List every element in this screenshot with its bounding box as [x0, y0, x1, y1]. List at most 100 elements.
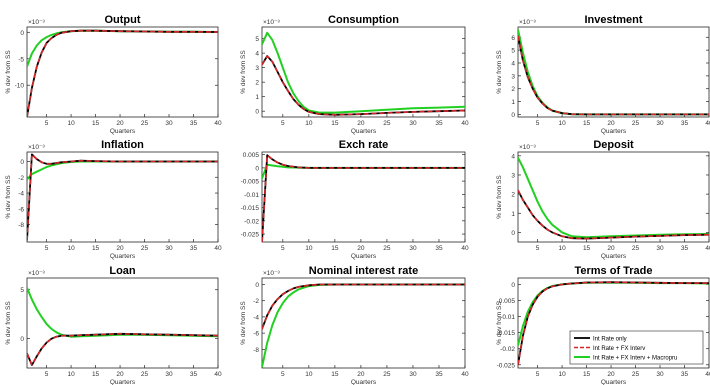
x-tick-label: 35 — [190, 245, 198, 252]
x-tick-label: 25 — [632, 371, 640, 378]
x-tick-label: 35 — [435, 371, 443, 378]
y-tick-label: -0.02 — [244, 218, 259, 225]
y-tick-label: -4 — [253, 314, 259, 321]
x-tick-label: 10 — [558, 120, 566, 127]
legend-label: Int Rate + FX Interv — [593, 346, 645, 352]
y-axis-label: % dev from SS — [496, 50, 503, 94]
x-tick-label: 20 — [116, 371, 124, 378]
chart-title: Loan — [109, 265, 136, 277]
plot-frame — [262, 152, 465, 242]
legend: Int Rate only Int Rate + FX Interv Int Rat… — [570, 331, 703, 364]
x-tick-label: 35 — [681, 245, 689, 252]
x-tick-label: 30 — [656, 120, 664, 127]
x-tick-label: 40 — [705, 120, 710, 127]
plot-frame — [27, 152, 218, 242]
x-tick-label: 25 — [383, 120, 391, 127]
x-tick-label: 10 — [67, 245, 75, 252]
subplot-deposit: Deposit×10⁻³43210510152025303540Quarters… — [496, 139, 710, 260]
y-tick-label: -0.01 — [244, 192, 259, 199]
y-tick-label: -0.015 — [241, 205, 260, 212]
y-tick-label: 0 — [255, 282, 259, 289]
plot-frame — [27, 278, 218, 368]
x-tick-label: 25 — [632, 120, 640, 127]
y-tick-label: 0 — [20, 159, 24, 166]
y-tick-label: -8 — [253, 347, 259, 354]
y-tick-label: 4 — [511, 61, 515, 68]
x-axis-label: Quarters — [351, 128, 377, 135]
x-tick-label: 35 — [681, 120, 689, 127]
x-tick-label: 5 — [281, 245, 285, 252]
axis-exponent: ×10⁻³ — [519, 144, 536, 151]
y-tick-label: 5 — [20, 287, 24, 294]
y-axis-label: % dev from SS — [240, 301, 247, 345]
y-tick-label: 0.005 — [243, 152, 260, 159]
x-tick-label: 15 — [331, 371, 339, 378]
y-tick-label: 0 — [511, 230, 515, 237]
x-tick-label: 5 — [281, 120, 285, 127]
x-tick-label: 20 — [607, 371, 615, 378]
y-tick-label: -10 — [15, 83, 25, 90]
x-tick-label: 5 — [281, 371, 285, 378]
subplot-inflation: Inflation ×10⁻³ 0 -2 -4 -6 -8 5 10 15 20 25 30 35 40 Qu… — [5, 139, 222, 260]
x-tick-label: 15 — [583, 371, 591, 378]
x-tick-label: 35 — [190, 371, 198, 378]
axis-exponent: ×10⁻³ — [263, 19, 280, 26]
x-tick-label: 40 — [461, 371, 469, 378]
y-tick-label: -4 — [18, 191, 24, 198]
chart-title: Consumption — [328, 14, 399, 26]
x-tick-label: 40 — [214, 371, 222, 378]
y-tick-label: 0 — [255, 109, 259, 116]
axis-exponent: ×10⁻³ — [28, 144, 45, 151]
y-tick-label: -0.025 — [497, 362, 516, 369]
y-tick-label: 0 — [20, 30, 24, 37]
y-tick-label: -0.025 — [241, 232, 260, 239]
y-tick-label: 0 — [255, 165, 259, 172]
x-tick-label: 40 — [705, 371, 710, 378]
x-tick-label: 25 — [632, 245, 640, 252]
x-tick-label: 40 — [461, 245, 469, 252]
x-tick-label: 10 — [305, 371, 313, 378]
axis-exponent: ×10⁻³ — [28, 270, 45, 277]
y-tick-label: 3 — [511, 172, 515, 179]
axis-exponent: ×10⁻³ — [519, 19, 536, 26]
x-tick-label: 30 — [409, 371, 417, 378]
x-tick-label: 30 — [656, 245, 664, 252]
x-tick-label: 15 — [92, 245, 100, 252]
y-tick-label: 2 — [511, 86, 515, 93]
y-tick-label: 5 — [255, 36, 259, 43]
x-tick-label: 5 — [45, 120, 49, 127]
x-tick-label: 30 — [165, 245, 173, 252]
legend-label: Int Rate + FX Interv + Macropru — [593, 355, 677, 361]
y-tick-label: 3 — [511, 73, 515, 80]
x-tick-label: 30 — [165, 120, 173, 127]
x-tick-label: 25 — [141, 371, 149, 378]
x-axis-label: Quarters — [601, 379, 627, 385]
x-tick-label: 20 — [357, 120, 365, 127]
y-tick-label: 4 — [511, 153, 515, 160]
x-tick-label: 10 — [67, 120, 75, 127]
x-tick-label: 30 — [409, 245, 417, 252]
x-tick-label: 10 — [558, 371, 566, 378]
x-tick-label: 15 — [92, 371, 100, 378]
y-tick-label: -2 — [18, 175, 24, 182]
plot-frame — [262, 27, 465, 117]
x-tick-label: 5 — [45, 245, 49, 252]
axis-exponent: ×10⁻³ — [28, 19, 45, 26]
x-tick-label: 10 — [305, 245, 313, 252]
subplot-terms-of-trade: Terms of Trade0-0.005-0.01-0.015-0.02-0.… — [496, 265, 710, 385]
y-tick-label: -0.005 — [241, 179, 260, 186]
y-tick-label: 5 — [511, 48, 515, 55]
y-tick-label: -6 — [253, 331, 259, 338]
chart-title: Deposit — [593, 139, 634, 151]
x-tick-label: 15 — [331, 245, 339, 252]
x-axis-label: Quarters — [110, 128, 136, 135]
y-tick-label: 2 — [255, 80, 259, 87]
x-tick-label: 5 — [536, 371, 540, 378]
x-tick-label: 20 — [357, 245, 365, 252]
y-tick-label: 0 — [511, 282, 515, 289]
chart-title: Output — [104, 14, 140, 26]
x-tick-label: 25 — [141, 120, 149, 127]
x-tick-label: 10 — [67, 371, 75, 378]
plot-frame — [262, 278, 465, 368]
